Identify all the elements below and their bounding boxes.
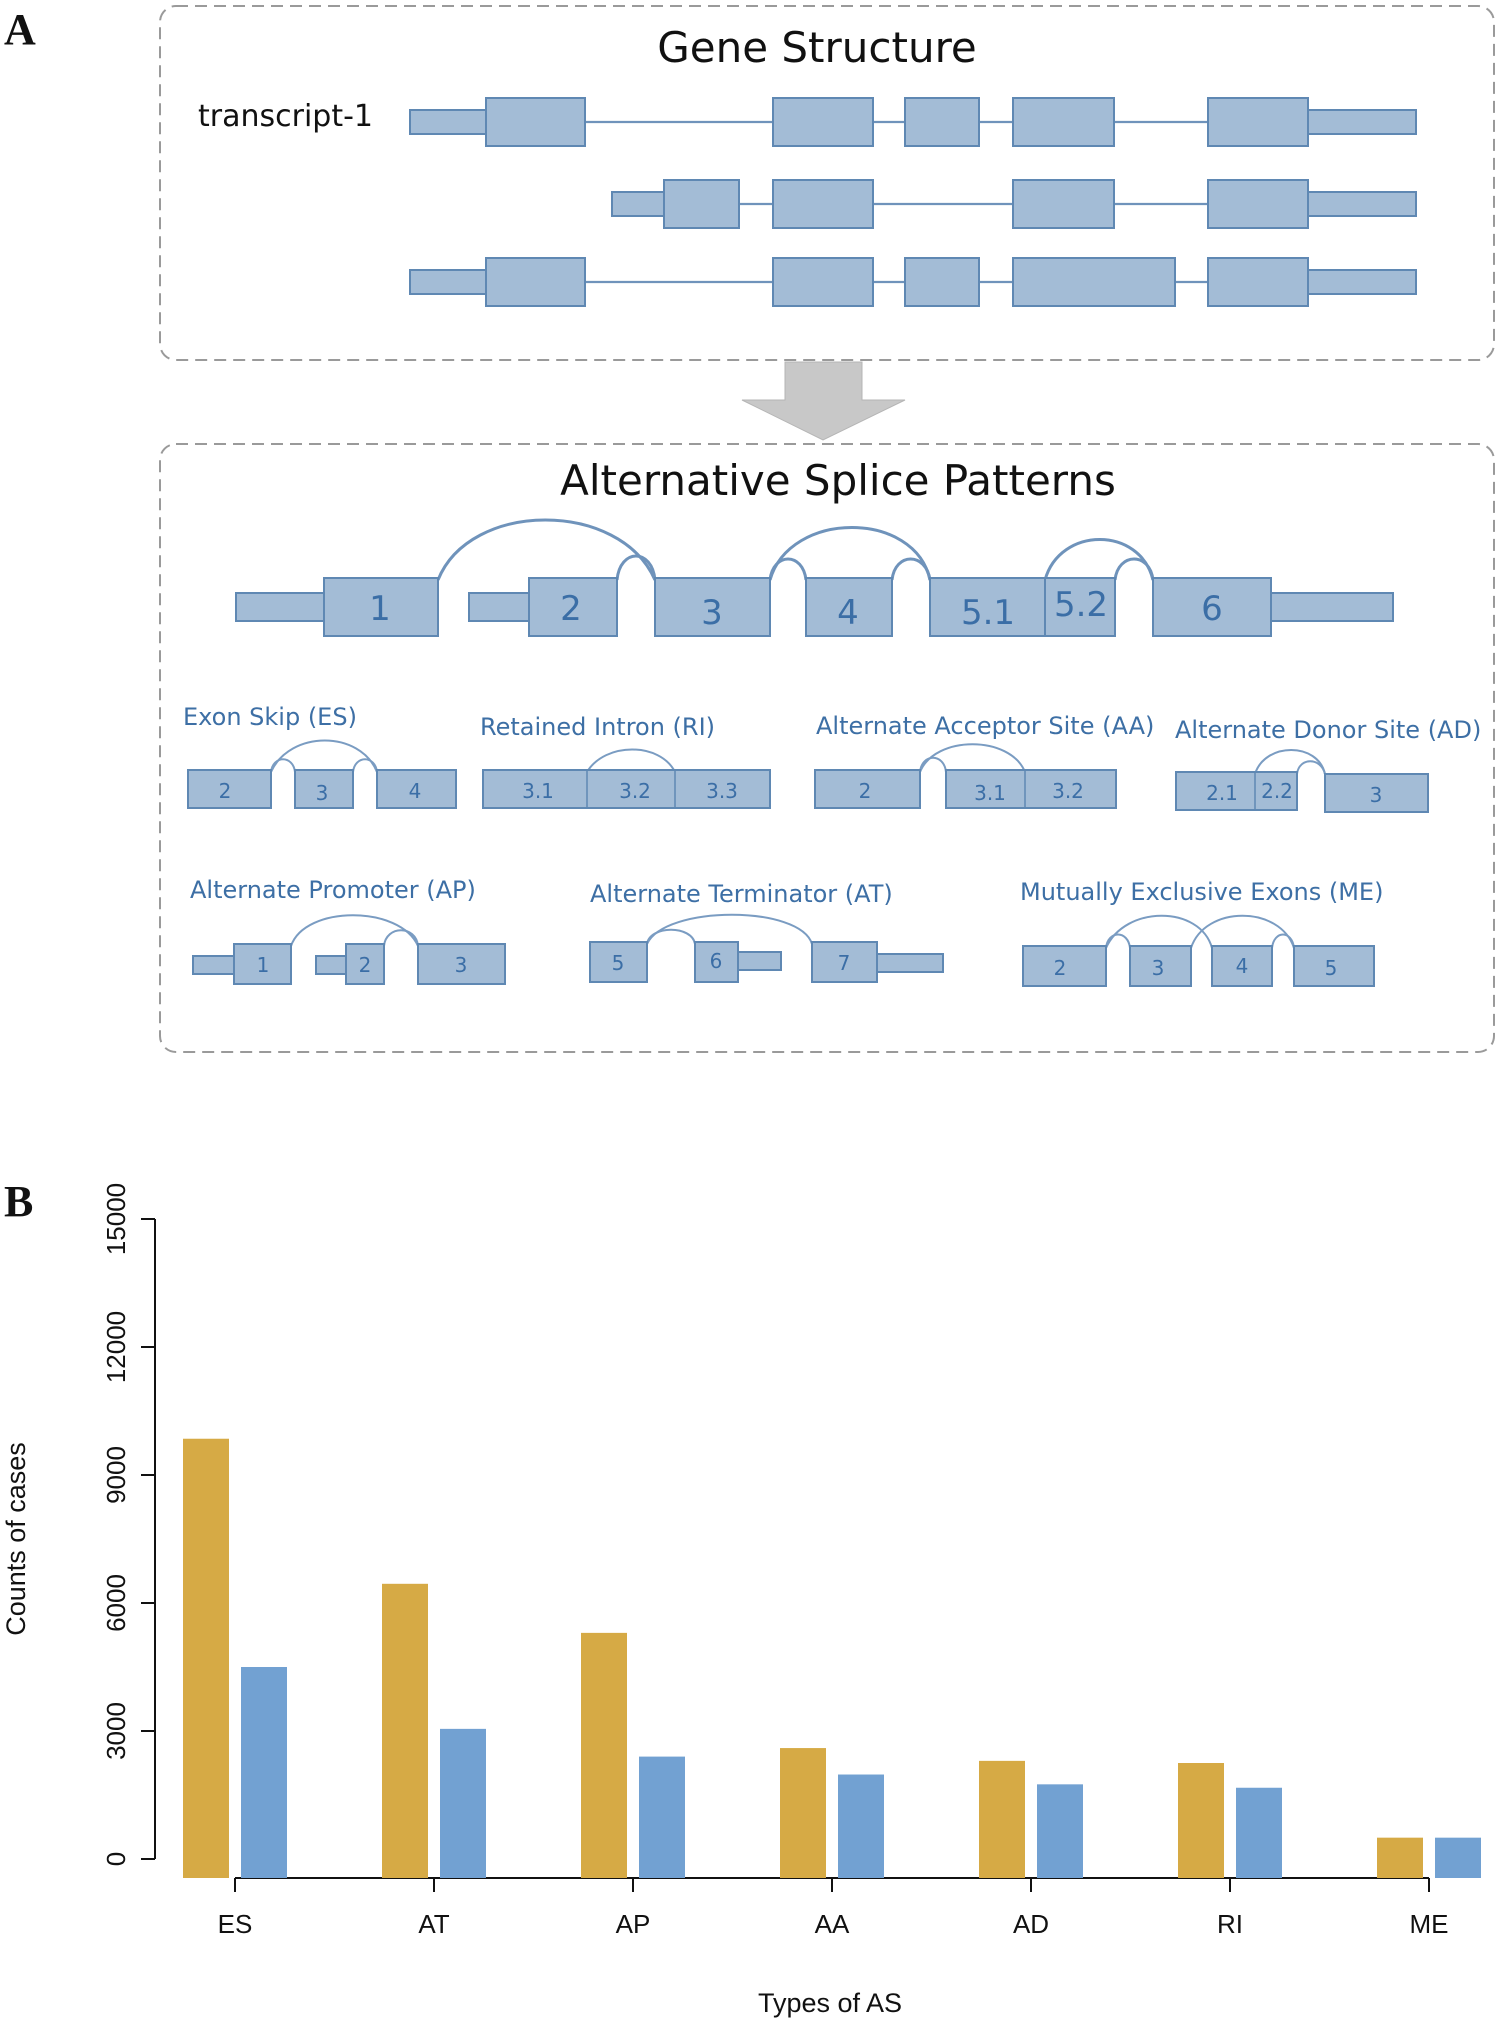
panel-b-letter: B (4, 1177, 33, 1226)
bar-ap-series-2 (639, 1756, 685, 1878)
me-exon-3: 4 (1236, 954, 1249, 978)
exon-label-4: 4 (837, 593, 859, 633)
exon-label-2: 2 (560, 589, 582, 629)
pattern-name-me: Mutually Exclusive Exons (ME) (1020, 878, 1383, 906)
bar-at-series-1 (382, 1583, 428, 1878)
exon-label-5-2: 5.2 (1054, 585, 1108, 625)
x-tick-label: RI (1217, 1909, 1243, 1939)
ri-exon-3: 3.3 (706, 779, 738, 803)
at-exon-2: 6 (710, 949, 723, 973)
bar-ri-series-1 (1178, 1763, 1224, 1878)
gene-structure-box (159, 5, 1495, 361)
ap-exon-3: 3 (455, 953, 468, 977)
x-tick-label: AA (815, 1909, 850, 1939)
ri-exon-1: 3.1 (522, 779, 554, 803)
pattern-name-ri: Retained Intron (RI) (480, 713, 715, 741)
pattern-alternate-acceptor: Alternate Acceptor Site (AA) 2 3.1 3.2 (814, 712, 1154, 809)
aa-exon-2: 3.1 (974, 781, 1006, 805)
pattern-alternate-promoter: Alternate Promoter (AP) 1 2 3 (190, 876, 506, 985)
y-tick-label: 0 (101, 1852, 131, 1866)
me-exon-2: 3 (1152, 956, 1165, 980)
transcript-3 (409, 257, 1417, 307)
bar-es-series-1 (183, 1438, 229, 1878)
splice-model: 1 2 3 4 5.1 5.2 6 (235, 518, 1394, 637)
exon-label-6: 6 (1201, 589, 1223, 629)
es-exon-2: 3 (316, 781, 329, 805)
ad-exon-1: 2.1 (1206, 781, 1238, 805)
bar-at-series-2 (440, 1728, 486, 1878)
bar-es-series-2 (241, 1667, 287, 1878)
x-tick-label: AT (418, 1909, 449, 1939)
me-exon-4: 5 (1325, 956, 1338, 980)
pattern-mutually-exclusive: Mutually Exclusive Exons (ME) 2 3 4 5 (1020, 878, 1383, 987)
transcript-1 (409, 97, 1417, 147)
es-exon-3: 4 (409, 779, 422, 803)
exon-label-1: 1 (369, 589, 391, 629)
pattern-retained-intron: Retained Intron (RI) 3.1 3.2 3.3 (480, 713, 771, 809)
ad-exon-3: 3 (1370, 783, 1383, 807)
ri-exon-2: 3.2 (619, 779, 651, 803)
x-axis-title: Types of AS (758, 1988, 902, 2018)
bar-aa-series-1 (780, 1748, 826, 1878)
bar-ap-series-1 (581, 1632, 627, 1878)
pattern-alternate-donor: Alternate Donor Site (AD) 2.1 2.2 3 (1175, 716, 1481, 813)
transcript-label: transcript-1 (198, 99, 373, 134)
bar-ri-series-2 (1236, 1787, 1282, 1878)
at-exon-1: 5 (612, 951, 625, 975)
x-tick-label: ME (1410, 1909, 1449, 1939)
pattern-name-ad: Alternate Donor Site (AD) (1175, 716, 1481, 744)
bar-ad-series-2 (1037, 1784, 1083, 1878)
pattern-name-at: Alternate Terminator (AT) (590, 880, 893, 908)
ap-exon-1: 1 (257, 953, 270, 977)
pattern-name-es: Exon Skip (ES) (183, 703, 357, 731)
x-tick-label: AD (1013, 1909, 1049, 1939)
panel-a-letter: A (4, 5, 36, 54)
y-tick-label: 12000 (101, 1311, 131, 1383)
pattern-exon-skip: Exon Skip (ES) 2 3 4 (183, 703, 457, 809)
y-tick-label: 6000 (101, 1574, 131, 1632)
gene-structure-title: Gene Structure (657, 23, 977, 72)
bar-chart: 0 3000 6000 9000 12000 15000 Counts of cases ES… (1, 1183, 1481, 2018)
es-exon-1: 2 (219, 779, 232, 803)
x-tick-label: ES (218, 1909, 253, 1939)
x-tick-label: AP (616, 1909, 651, 1939)
y-tick-label: 3000 (101, 1702, 131, 1760)
aa-exon-1: 2 (859, 779, 872, 803)
y-tick-label: 15000 (101, 1183, 131, 1255)
pattern-alternate-terminator: Alternate Terminator (AT) 5 6 7 (589, 880, 944, 983)
bar-ad-series-1 (979, 1760, 1025, 1878)
bar-me-series-1 (1377, 1837, 1423, 1878)
ap-exon-2: 2 (359, 953, 372, 977)
pattern-name-aa: Alternate Acceptor Site (AA) (816, 712, 1154, 740)
y-axis-title: Counts of cases (1, 1442, 31, 1636)
pattern-name-ap: Alternate Promoter (AP) (190, 876, 476, 904)
ad-exon-2: 2.2 (1261, 779, 1293, 803)
me-exon-1: 2 (1054, 956, 1067, 980)
transcript-2 (611, 179, 1417, 229)
down-arrow-icon (741, 361, 906, 441)
exon-label-5-1: 5.1 (961, 593, 1015, 633)
aa-exon-3: 3.2 (1052, 779, 1084, 803)
exon-label-3: 3 (701, 593, 723, 633)
at-exon-3: 7 (838, 951, 851, 975)
splice-patterns-box (159, 443, 1495, 1053)
bar-me-series-2 (1435, 1837, 1481, 1878)
bar-aa-series-2 (838, 1774, 884, 1878)
y-tick-label: 9000 (101, 1446, 131, 1504)
splice-patterns-title: Alternative Splice Patterns (560, 456, 1116, 505)
